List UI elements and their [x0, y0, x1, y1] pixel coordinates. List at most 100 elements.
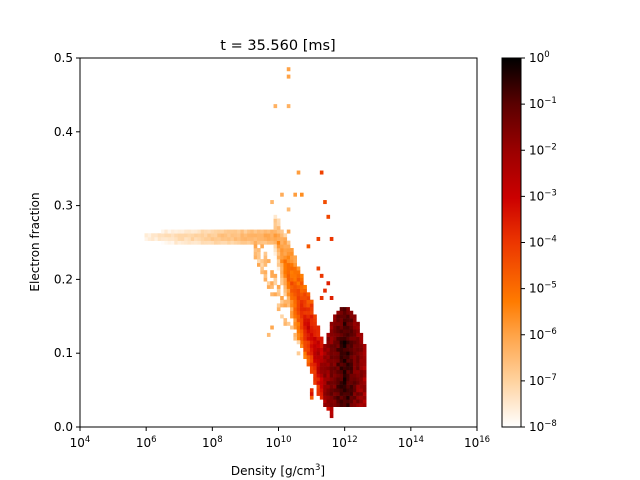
heatmap-cell	[276, 233, 281, 238]
heatmap-cell	[362, 358, 367, 363]
heatmap-cell	[253, 233, 258, 238]
heatmap-cell	[339, 391, 344, 396]
heatmap-cell	[362, 391, 367, 396]
heatmap-cell	[207, 240, 211, 245]
heatmap-cell	[286, 303, 291, 308]
heatmap-cell	[339, 403, 344, 407]
heatmap-cell	[280, 303, 284, 308]
heatmap-cell	[300, 343, 304, 348]
heatmap-cell	[303, 332, 307, 337]
heatmap-cell	[164, 240, 168, 245]
heatmap-cell	[283, 262, 288, 267]
heatmap-cell	[349, 321, 354, 326]
heatmap-cell	[339, 388, 344, 393]
heatmap-cell	[280, 314, 284, 319]
heatmap-cell	[306, 362, 311, 367]
heatmap-cell	[356, 384, 360, 389]
heatmap-cell	[303, 325, 307, 330]
heatmap-cell	[333, 362, 337, 367]
heatmap-cell	[329, 336, 334, 341]
heatmap-cell	[333, 403, 337, 407]
heatmap-cell	[303, 340, 307, 345]
heatmap-cell	[210, 229, 215, 234]
heatmap-cell	[290, 307, 294, 312]
heatmap-cell	[336, 403, 341, 407]
heatmap-cell	[326, 214, 331, 219]
heatmap-cell	[333, 347, 337, 352]
heatmap-cell	[336, 310, 341, 315]
heatmap-cell	[253, 236, 258, 241]
heatmap-cell	[326, 373, 331, 378]
heatmap-cell	[184, 236, 188, 241]
heatmap-cell	[329, 395, 334, 400]
heatmap-cell	[336, 384, 341, 389]
heatmap-cell	[329, 384, 334, 389]
heatmap-cell	[313, 329, 317, 334]
heatmap-cell	[309, 391, 314, 396]
heatmap-cell	[336, 369, 341, 374]
heatmap-cell	[197, 240, 202, 245]
heatmap-cell	[296, 273, 301, 278]
heatmap-cell	[333, 314, 337, 319]
heatmap-cell	[306, 321, 311, 326]
heatmap-cell	[333, 369, 337, 374]
heatmap-cell	[349, 336, 354, 341]
heatmap-cell	[280, 240, 284, 245]
colorbar-tick-label: 10−7	[529, 373, 557, 388]
heatmap-cell	[316, 377, 321, 382]
heatmap-cell	[339, 369, 344, 374]
heatmap-cell	[197, 233, 202, 238]
heatmap-cell	[362, 343, 367, 348]
heatmap-cell	[339, 384, 344, 389]
heatmap-cell	[240, 233, 245, 238]
heatmap-cell	[144, 233, 149, 238]
heatmap-cell	[177, 240, 182, 245]
heatmap-cell	[346, 329, 350, 334]
heatmap-cell	[180, 233, 185, 238]
heatmap-cell	[362, 355, 367, 360]
heatmap-cell	[293, 325, 297, 330]
heatmap-cell	[343, 318, 347, 323]
heatmap-cell	[290, 281, 294, 286]
heatmap-cell	[306, 343, 311, 348]
heatmap-cell	[352, 388, 357, 393]
heatmap-cell	[349, 391, 354, 396]
heatmap-cell	[326, 399, 331, 404]
heatmap-cell	[283, 251, 288, 256]
heatmap-cell	[346, 362, 350, 367]
heatmap-cell	[333, 388, 337, 393]
heatmap-cell	[213, 240, 218, 245]
heatmap-cell	[329, 351, 334, 356]
heatmap-cell	[253, 244, 258, 249]
heatmap-cell	[276, 222, 281, 227]
heatmap-cell	[296, 307, 301, 312]
heatmap-cell	[280, 244, 284, 249]
heatmap-cell	[306, 314, 311, 319]
heatmap-cell	[333, 336, 337, 341]
heatmap-cell	[286, 277, 291, 282]
heatmap-cell	[174, 229, 178, 234]
heatmap-cell	[293, 336, 297, 341]
heatmap-cell	[210, 233, 215, 238]
heatmap-cell	[316, 355, 321, 360]
heatmap-cell	[227, 229, 231, 234]
heatmap-cell	[276, 229, 281, 234]
heatmap-cell	[283, 236, 288, 241]
heatmap-cell	[352, 384, 357, 389]
heatmap-cell	[336, 395, 341, 400]
x-tick-label: 106	[136, 435, 157, 450]
heatmap-cell	[276, 288, 281, 293]
heatmap-cell	[339, 377, 344, 382]
heatmap-cell	[303, 318, 307, 323]
heatmap-cell	[333, 351, 337, 356]
heatmap-cell	[343, 388, 347, 393]
heatmap-cell	[293, 255, 297, 260]
heatmap-cell	[250, 233, 254, 238]
heatmap-cell	[161, 240, 165, 245]
heatmap-cell	[161, 233, 165, 238]
heatmap-cell	[316, 343, 321, 348]
heatmap-cell	[309, 310, 314, 315]
heatmap-cell	[333, 321, 337, 326]
heatmap-cell	[346, 380, 350, 385]
heatmap-cell	[329, 380, 334, 385]
